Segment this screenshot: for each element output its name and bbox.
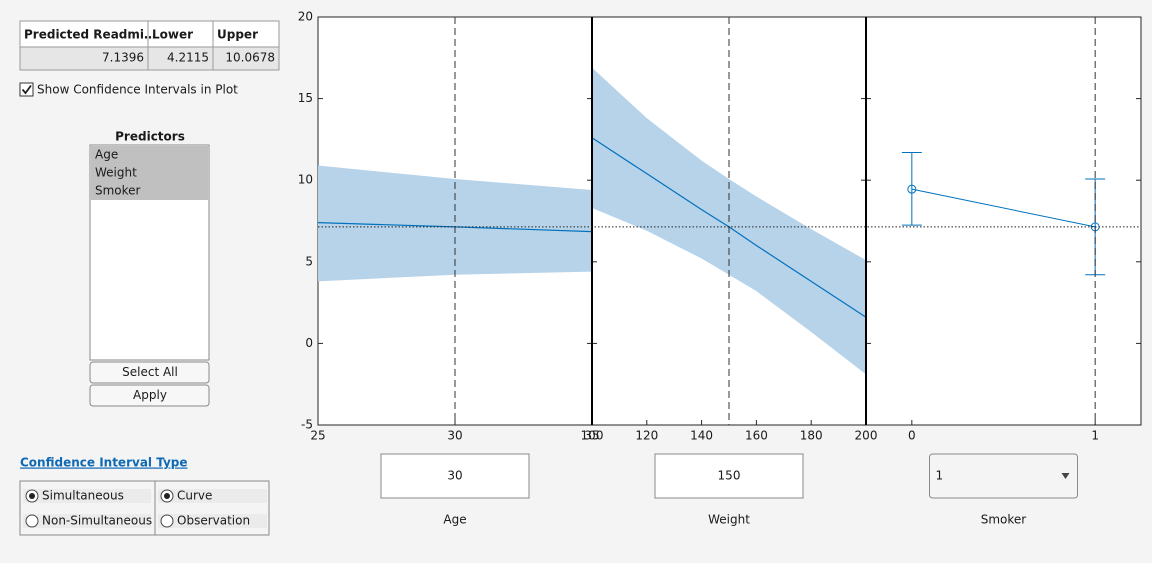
- panel-label: Weight: [708, 513, 750, 527]
- predictor-item: Weight: [95, 166, 137, 180]
- dropdown[interactable]: [929, 453, 1078, 499]
- input-value: 150: [718, 469, 741, 483]
- predictor-selected[interactable]: [91, 164, 208, 182]
- predictor-selected[interactable]: [91, 182, 208, 200]
- radio-label: Non-Simultaneous: [42, 514, 152, 528]
- button-label: Select All: [122, 365, 178, 379]
- x-tick-label: 25: [310, 429, 325, 443]
- y-tick-label: 0: [305, 336, 313, 350]
- panel-label: Smoker: [981, 513, 1027, 527]
- point-marker: [907, 184, 917, 194]
- radio-label: Simultaneous: [42, 489, 124, 503]
- radio-row: [23, 514, 151, 528]
- radio-dot: [29, 493, 35, 499]
- radio-group: [19, 480, 270, 536]
- x-tick-label: 1: [1091, 429, 1099, 443]
- checkbox[interactable]: [19, 82, 34, 97]
- table-cell: 4.2115: [167, 51, 209, 65]
- button[interactable]: [89, 361, 210, 384]
- x-tick-label: 140: [690, 429, 713, 443]
- predictor-item: Smoker: [95, 184, 141, 198]
- radio-button[interactable]: [160, 514, 174, 528]
- x-tick-label: 160: [745, 429, 768, 443]
- checkbox-label: Show Confidence Intervals in Plot: [37, 83, 238, 97]
- y-tick-label: 15: [298, 91, 313, 105]
- predictor-item: Age: [95, 148, 118, 162]
- radio-row: [158, 514, 267, 528]
- input-box[interactable]: [654, 453, 804, 499]
- table-header-bg: [19, 20, 280, 48]
- radio-row: [23, 489, 151, 503]
- y-tick-label: 20: [298, 10, 313, 24]
- table-header: Upper: [217, 28, 258, 42]
- x-tick-label: 180: [800, 429, 823, 443]
- predictors-title: Predictors: [115, 130, 185, 144]
- radio-label: Curve: [177, 489, 212, 503]
- x-tick-label: 0: [908, 429, 916, 443]
- button-label: Apply: [133, 388, 167, 402]
- radio-label: Observation: [177, 514, 250, 528]
- button[interactable]: [89, 384, 210, 407]
- predictor-selected[interactable]: [91, 146, 208, 164]
- ci-type-link[interactable]: Confidence Interval Type: [20, 456, 188, 470]
- table-header: Predicted Readmi…: [24, 28, 156, 42]
- table-cell: 7.1396: [102, 51, 144, 65]
- x-tick-label: 100: [581, 429, 604, 443]
- x-tick-label: 35: [584, 429, 599, 443]
- y-tick-label: -5: [301, 418, 313, 432]
- table-header: Lower: [152, 28, 193, 42]
- dropdown-value: 1: [936, 469, 944, 483]
- radio-row: [158, 489, 267, 503]
- radio-dot: [164, 493, 170, 499]
- y-tick-label: 5: [305, 254, 313, 268]
- prediction-line: [911, 188, 1096, 228]
- x-tick-label: 30: [447, 429, 462, 443]
- x-tick-label: 120: [635, 429, 658, 443]
- panel-label: Age: [443, 513, 466, 527]
- radio-button[interactable]: [25, 514, 39, 528]
- y-tick-label: 10: [298, 173, 313, 187]
- input-value: 30: [447, 469, 462, 483]
- input-box[interactable]: [380, 453, 530, 499]
- dropdown-arrow: [1061, 473, 1070, 479]
- checkmark: [21, 84, 32, 95]
- confidence-band: [318, 165, 592, 282]
- table-row-bg: [19, 46, 280, 71]
- x-tick-label: 200: [855, 429, 878, 443]
- table-cell: 10.0678: [225, 51, 275, 65]
